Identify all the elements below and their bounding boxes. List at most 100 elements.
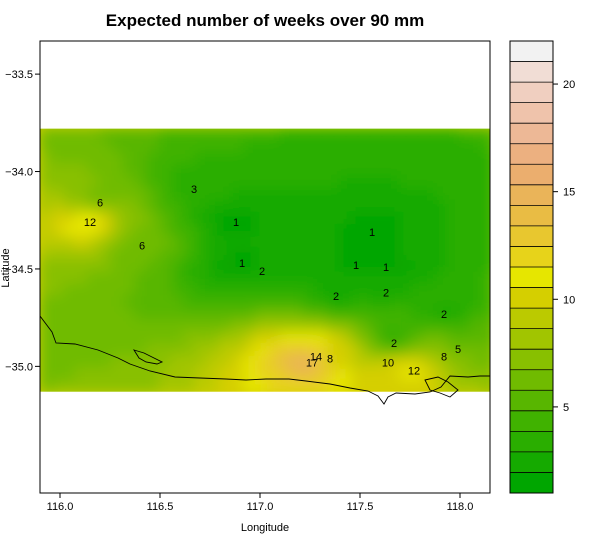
field-cell bbox=[123, 128, 137, 142]
field-cell bbox=[351, 211, 365, 226]
field-cell bbox=[99, 151, 113, 166]
field-cell bbox=[399, 211, 413, 226]
colorbar-swatch bbox=[510, 205, 553, 227]
field-cell bbox=[207, 151, 221, 166]
field-cell bbox=[291, 151, 305, 166]
field-cell bbox=[135, 247, 149, 262]
field-cell bbox=[111, 367, 125, 382]
field-cell bbox=[219, 223, 233, 238]
field-cell bbox=[459, 379, 473, 392]
field-cell bbox=[423, 259, 437, 274]
field-cell bbox=[99, 283, 113, 298]
field-cell bbox=[255, 139, 269, 154]
field-cell bbox=[315, 319, 329, 334]
field-cell bbox=[303, 283, 317, 298]
field-cell bbox=[123, 235, 137, 250]
field-cell bbox=[171, 307, 185, 322]
field-cell bbox=[123, 175, 137, 190]
field-cell bbox=[243, 211, 257, 226]
field-cell bbox=[243, 343, 257, 358]
field-cell bbox=[303, 307, 317, 322]
field-cell bbox=[459, 187, 473, 202]
field-cell bbox=[195, 259, 209, 274]
field-cell bbox=[315, 283, 329, 298]
field-cell bbox=[123, 139, 137, 154]
field-cell bbox=[279, 319, 293, 334]
field-cell bbox=[111, 187, 125, 202]
field-cell bbox=[411, 211, 425, 226]
field-cell bbox=[195, 247, 209, 262]
field-cell bbox=[207, 235, 221, 250]
field-cell bbox=[483, 259, 490, 274]
field-cell bbox=[135, 175, 149, 190]
field-cell bbox=[267, 259, 281, 274]
field-cell bbox=[435, 343, 449, 358]
field-cell bbox=[147, 223, 161, 238]
field-cell bbox=[135, 379, 149, 392]
field-cell bbox=[315, 295, 329, 310]
field-cell bbox=[171, 319, 185, 334]
field-cell bbox=[219, 307, 233, 322]
field-cell bbox=[159, 355, 173, 370]
field-cell bbox=[399, 331, 413, 346]
field-cell bbox=[207, 343, 221, 358]
colorbar-swatch bbox=[510, 246, 553, 268]
field-cell bbox=[423, 343, 437, 358]
field-cell bbox=[183, 319, 197, 334]
field-cell bbox=[459, 223, 473, 238]
field-cell bbox=[399, 283, 413, 298]
field-cell bbox=[375, 319, 389, 334]
field-cell bbox=[423, 271, 437, 286]
contour-label: 2 bbox=[383, 287, 389, 299]
field-cell bbox=[111, 211, 125, 226]
field-cell bbox=[291, 235, 305, 250]
field-cell bbox=[363, 319, 377, 334]
field-cell bbox=[99, 331, 113, 346]
field-cell bbox=[423, 187, 437, 202]
field-cell bbox=[483, 283, 490, 298]
field-cell bbox=[99, 367, 113, 382]
colorbar-swatch bbox=[510, 123, 553, 145]
island-outline bbox=[424, 376, 459, 398]
field-cell bbox=[423, 355, 437, 370]
y-tick-label: −34.0 bbox=[5, 167, 33, 179]
field-cell bbox=[75, 307, 89, 322]
field-cell bbox=[87, 211, 101, 226]
field-cell bbox=[291, 343, 305, 358]
axes: 116.0 116.5 117.0 117.5 118.0 −33.5 −34.0 −34.5… bbox=[5, 69, 473, 513]
field-cell bbox=[291, 259, 305, 274]
contour-label: 2 bbox=[259, 266, 265, 278]
field-cell bbox=[87, 355, 101, 370]
field-cell bbox=[435, 151, 449, 166]
field-cell bbox=[435, 235, 449, 250]
field-cell bbox=[159, 295, 173, 310]
contour-label: 2 bbox=[333, 291, 339, 303]
field-cell bbox=[123, 379, 137, 392]
field-cell bbox=[243, 187, 257, 202]
field-cell bbox=[411, 175, 425, 190]
field-cell bbox=[135, 199, 149, 214]
field-cell bbox=[327, 211, 341, 226]
field-cell bbox=[399, 343, 413, 358]
field-cell bbox=[327, 128, 341, 142]
field-cell bbox=[231, 307, 245, 322]
contour-label: 1 bbox=[369, 227, 375, 239]
y-tick-label: −33.5 bbox=[5, 69, 33, 81]
field-cell bbox=[459, 139, 473, 154]
field-cell bbox=[87, 187, 101, 202]
field-cell bbox=[123, 271, 137, 286]
field-cell bbox=[339, 283, 353, 298]
x-tick-label: 117.0 bbox=[247, 501, 274, 513]
colorbar-swatch bbox=[510, 61, 553, 83]
field-cell bbox=[387, 331, 401, 346]
field-cell bbox=[459, 259, 473, 274]
field-cell bbox=[87, 151, 101, 166]
field-cell bbox=[459, 307, 473, 322]
field-cell bbox=[243, 247, 257, 262]
field-cell bbox=[375, 175, 389, 190]
field-cell bbox=[279, 307, 293, 322]
field-cell bbox=[471, 235, 485, 250]
field-cell bbox=[183, 283, 197, 298]
field-cell bbox=[171, 151, 185, 166]
field-cell bbox=[339, 199, 353, 214]
